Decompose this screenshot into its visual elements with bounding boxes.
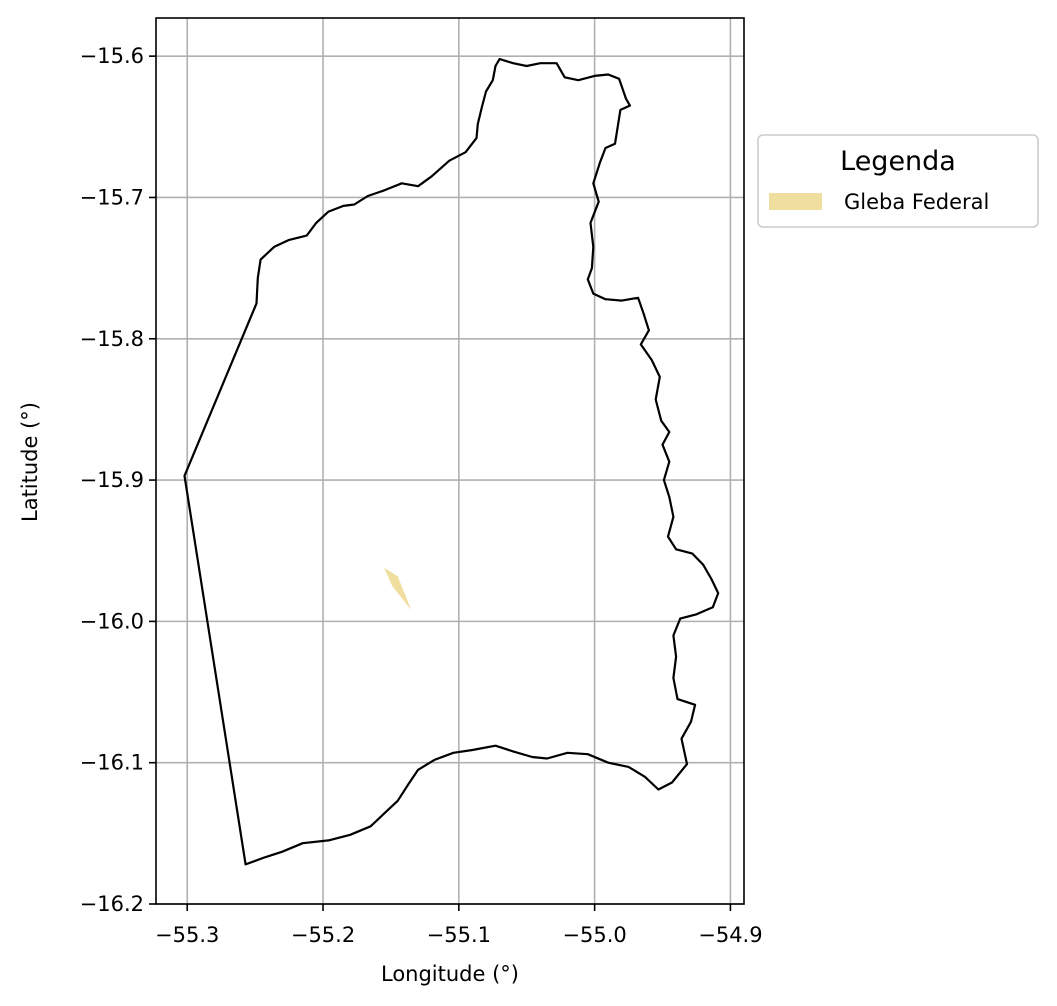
y-tick-label: −16.0 — [80, 609, 144, 633]
municipality-boundary — [183, 57, 720, 866]
legend-title: Legenda — [840, 146, 956, 177]
axes-frame — [155, 17, 745, 905]
legend-swatch-gleba-federal — [769, 193, 822, 210]
y-tick-label: −15.8 — [80, 327, 144, 351]
x-tick-label: −54.9 — [698, 923, 762, 947]
gleba-federal-area — [384, 567, 412, 611]
y-tick-label: −16.1 — [80, 751, 144, 775]
x-tick-label: −55.3 — [155, 923, 219, 947]
grid — [156, 18, 744, 905]
x-tick-label: −55.2 — [291, 923, 355, 947]
legend-box — [757, 134, 1039, 228]
legend-label-gleba-federal: Gleba Federal — [844, 190, 989, 214]
x-tick-label: −55.1 — [427, 923, 491, 947]
y-tick-label: −15.6 — [80, 44, 144, 68]
y-tick-label: −16.2 — [80, 892, 144, 916]
legend: Legenda Gleba Federal — [757, 134, 1039, 228]
y-tick-label: −15.9 — [80, 468, 144, 492]
x-axis-label: Longitude (°) — [381, 962, 519, 986]
axis-ticks: −55.3 −55.2 −55.1 −55.0 −54.9 −15.6 −15.7 −15.8… — [80, 44, 763, 947]
map-layers — [183, 57, 720, 866]
x-tick-label: −55.0 — [562, 923, 626, 947]
y-tick-label: −15.7 — [80, 185, 144, 209]
y-axis-label: Latitude (°) — [18, 402, 42, 522]
